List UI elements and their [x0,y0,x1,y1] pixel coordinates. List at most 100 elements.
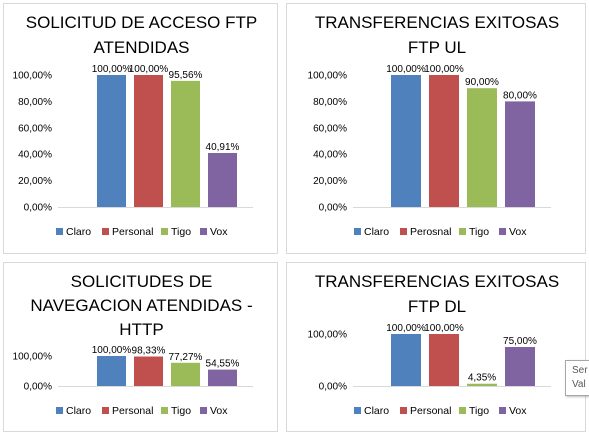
y-tick-label: 100,00% [308,330,348,341]
bar-tigo [467,88,497,207]
data-label-tigo: 90,00% [465,77,499,88]
y-tick-label: 100,00% [13,352,53,363]
bar-vox [208,369,237,386]
legend-label-claro: Claro [66,405,91,417]
y-tick-label: 100,00% [13,71,53,82]
y-tick-label: 0,00% [319,382,347,393]
legend-swatch-vox [200,228,207,235]
legend-label-claro: Claro [364,226,389,238]
chart-panel-ftp-dl: TRANSFERENCIAS EXITOSAS FTP DL 0,00% 100,00… [286,262,586,432]
legend-label-vox: Vox [210,405,228,417]
data-label-personal: 100,00% [424,323,464,334]
chart-tooltip: Ser Val [565,360,589,396]
legend-label-vox: Vox [210,226,228,238]
data-label-tigo: 4,35% [468,373,496,384]
data-label-personal: 98,33% [132,346,166,357]
y-tick-label: 60,00% [18,123,52,134]
data-label-perosnal: 100,00% [424,64,464,75]
data-label-claro: 100,00% [386,64,426,75]
legend-swatch-personal [102,407,109,414]
chart-title-line: FTP DL [408,297,466,316]
bar-tigo [171,362,200,386]
y-tick-label: 0,00% [24,382,52,393]
bar-personal [134,356,163,386]
bar-vox [208,152,237,207]
chart-svg: SOLICITUD DE ACCESO FTP ATENDIDAS 0,00% 20,… [13,13,258,238]
chart-panel-http: SOLICITUDES DE NAVEGACION ATENDIDAS - HTTP… [3,262,278,432]
data-label-claro: 100,00% [92,345,132,356]
legend-swatch-claro [354,228,361,235]
y-tick-label: 100,00% [308,71,348,82]
bar-perosnal [429,75,459,207]
data-label-personal: 100,00% [129,64,169,75]
legend-label-personal: Personal [112,405,153,417]
bar-tigo [171,80,200,207]
chart-title-line: HTTP [119,320,163,339]
chart-title-line: FTP UL [408,38,466,57]
tooltip-value-text: Val [572,379,586,390]
chart-title-line: TRANSFERENCIAS EXITOSAS [315,13,559,32]
bar-vox [505,101,535,207]
bar-claro [97,75,126,207]
legend-swatch-tigo [459,407,466,414]
y-tick-label: 20,00% [18,176,52,187]
data-label-vox: 75,00% [503,336,537,347]
legend-label-vox: Vox [509,405,527,417]
legend-label-personal: Personal [410,405,451,417]
chart-panel-ftp-access: SOLICITUD DE ACCESO FTP ATENDIDAS 0,00% 20,… [3,3,278,254]
chart-svg: TRANSFERENCIAS EXITOSAS FTP DL 0,00% 100,00… [308,272,560,417]
legend-swatch-tigo [161,228,168,235]
y-tick-label: 20,00% [313,176,347,187]
y-tick-label: 40,00% [18,150,52,161]
legend-label-personal: Personal [112,226,153,238]
data-label-claro: 100,00% [92,64,132,75]
legend-label-tigo: Tigo [171,405,191,417]
bar-vox [505,347,535,386]
legend-label-claro: Claro [66,226,91,238]
chart-panel-ftp-ul: TRANSFERENCIAS EXITOSAS FTP UL 0,00% 20,00%… [286,3,586,254]
legend-swatch-perosnal [400,228,407,235]
y-tick-label: 0,00% [319,203,347,214]
legend-label-tigo: Tigo [469,405,489,417]
legend-swatch-claro [354,407,361,414]
bar-claro [391,75,421,207]
legend-label-vox: Vox [509,226,527,238]
legend-swatch-vox [200,407,207,414]
legend-swatch-vox [499,407,506,414]
chart-title-line: ATENDIDAS [93,38,189,57]
legend-label-perosnal: Perosnal [410,226,451,238]
y-tick-label: 40,00% [313,150,347,161]
bar-claro [391,334,421,386]
legend-swatch-personal [400,407,407,414]
y-tick-label: 60,00% [313,123,347,134]
data-label-vox: 54,55% [206,359,240,370]
data-label-tigo: 95,56% [169,70,203,81]
legend-swatch-tigo [161,407,168,414]
chart-title-line: SOLICITUD DE ACCESO FTP [26,13,257,32]
chart-title-line: NAVEGACION ATENDIDAS - [30,296,252,315]
tooltip-series-text: Ser [572,365,588,376]
bar-personal [134,75,163,207]
legend-swatch-personal [102,228,109,235]
chart-svg: SOLICITUDES DE NAVEGACION ATENDIDAS - HTTP… [13,272,253,417]
legend-label-tigo: Tigo [469,226,489,238]
chart-svg: TRANSFERENCIAS EXITOSAS FTP UL 0,00% 20,00%… [308,13,560,238]
data-label-vox: 80,00% [503,90,537,101]
legend-label-tigo: Tigo [171,226,191,238]
chart-title-line: TRANSFERENCIAS EXITOSAS [315,272,559,291]
legend-label-claro: Claro [364,405,389,417]
legend-swatch-vox [499,228,506,235]
legend-swatch-claro [56,228,63,235]
bar-claro [97,356,126,386]
y-tick-label: 0,00% [24,203,52,214]
data-label-vox: 40,91% [206,142,240,153]
data-label-claro: 100,00% [386,323,426,334]
bar-tigo [467,383,497,386]
legend-swatch-tigo [459,228,466,235]
bar-personal [429,334,459,386]
chart-title-line: SOLICITUDES DE [71,272,213,291]
legend-swatch-claro [56,407,63,414]
y-tick-label: 80,00% [18,97,52,108]
y-tick-label: 80,00% [313,97,347,108]
data-label-tigo: 77,27% [169,352,203,363]
